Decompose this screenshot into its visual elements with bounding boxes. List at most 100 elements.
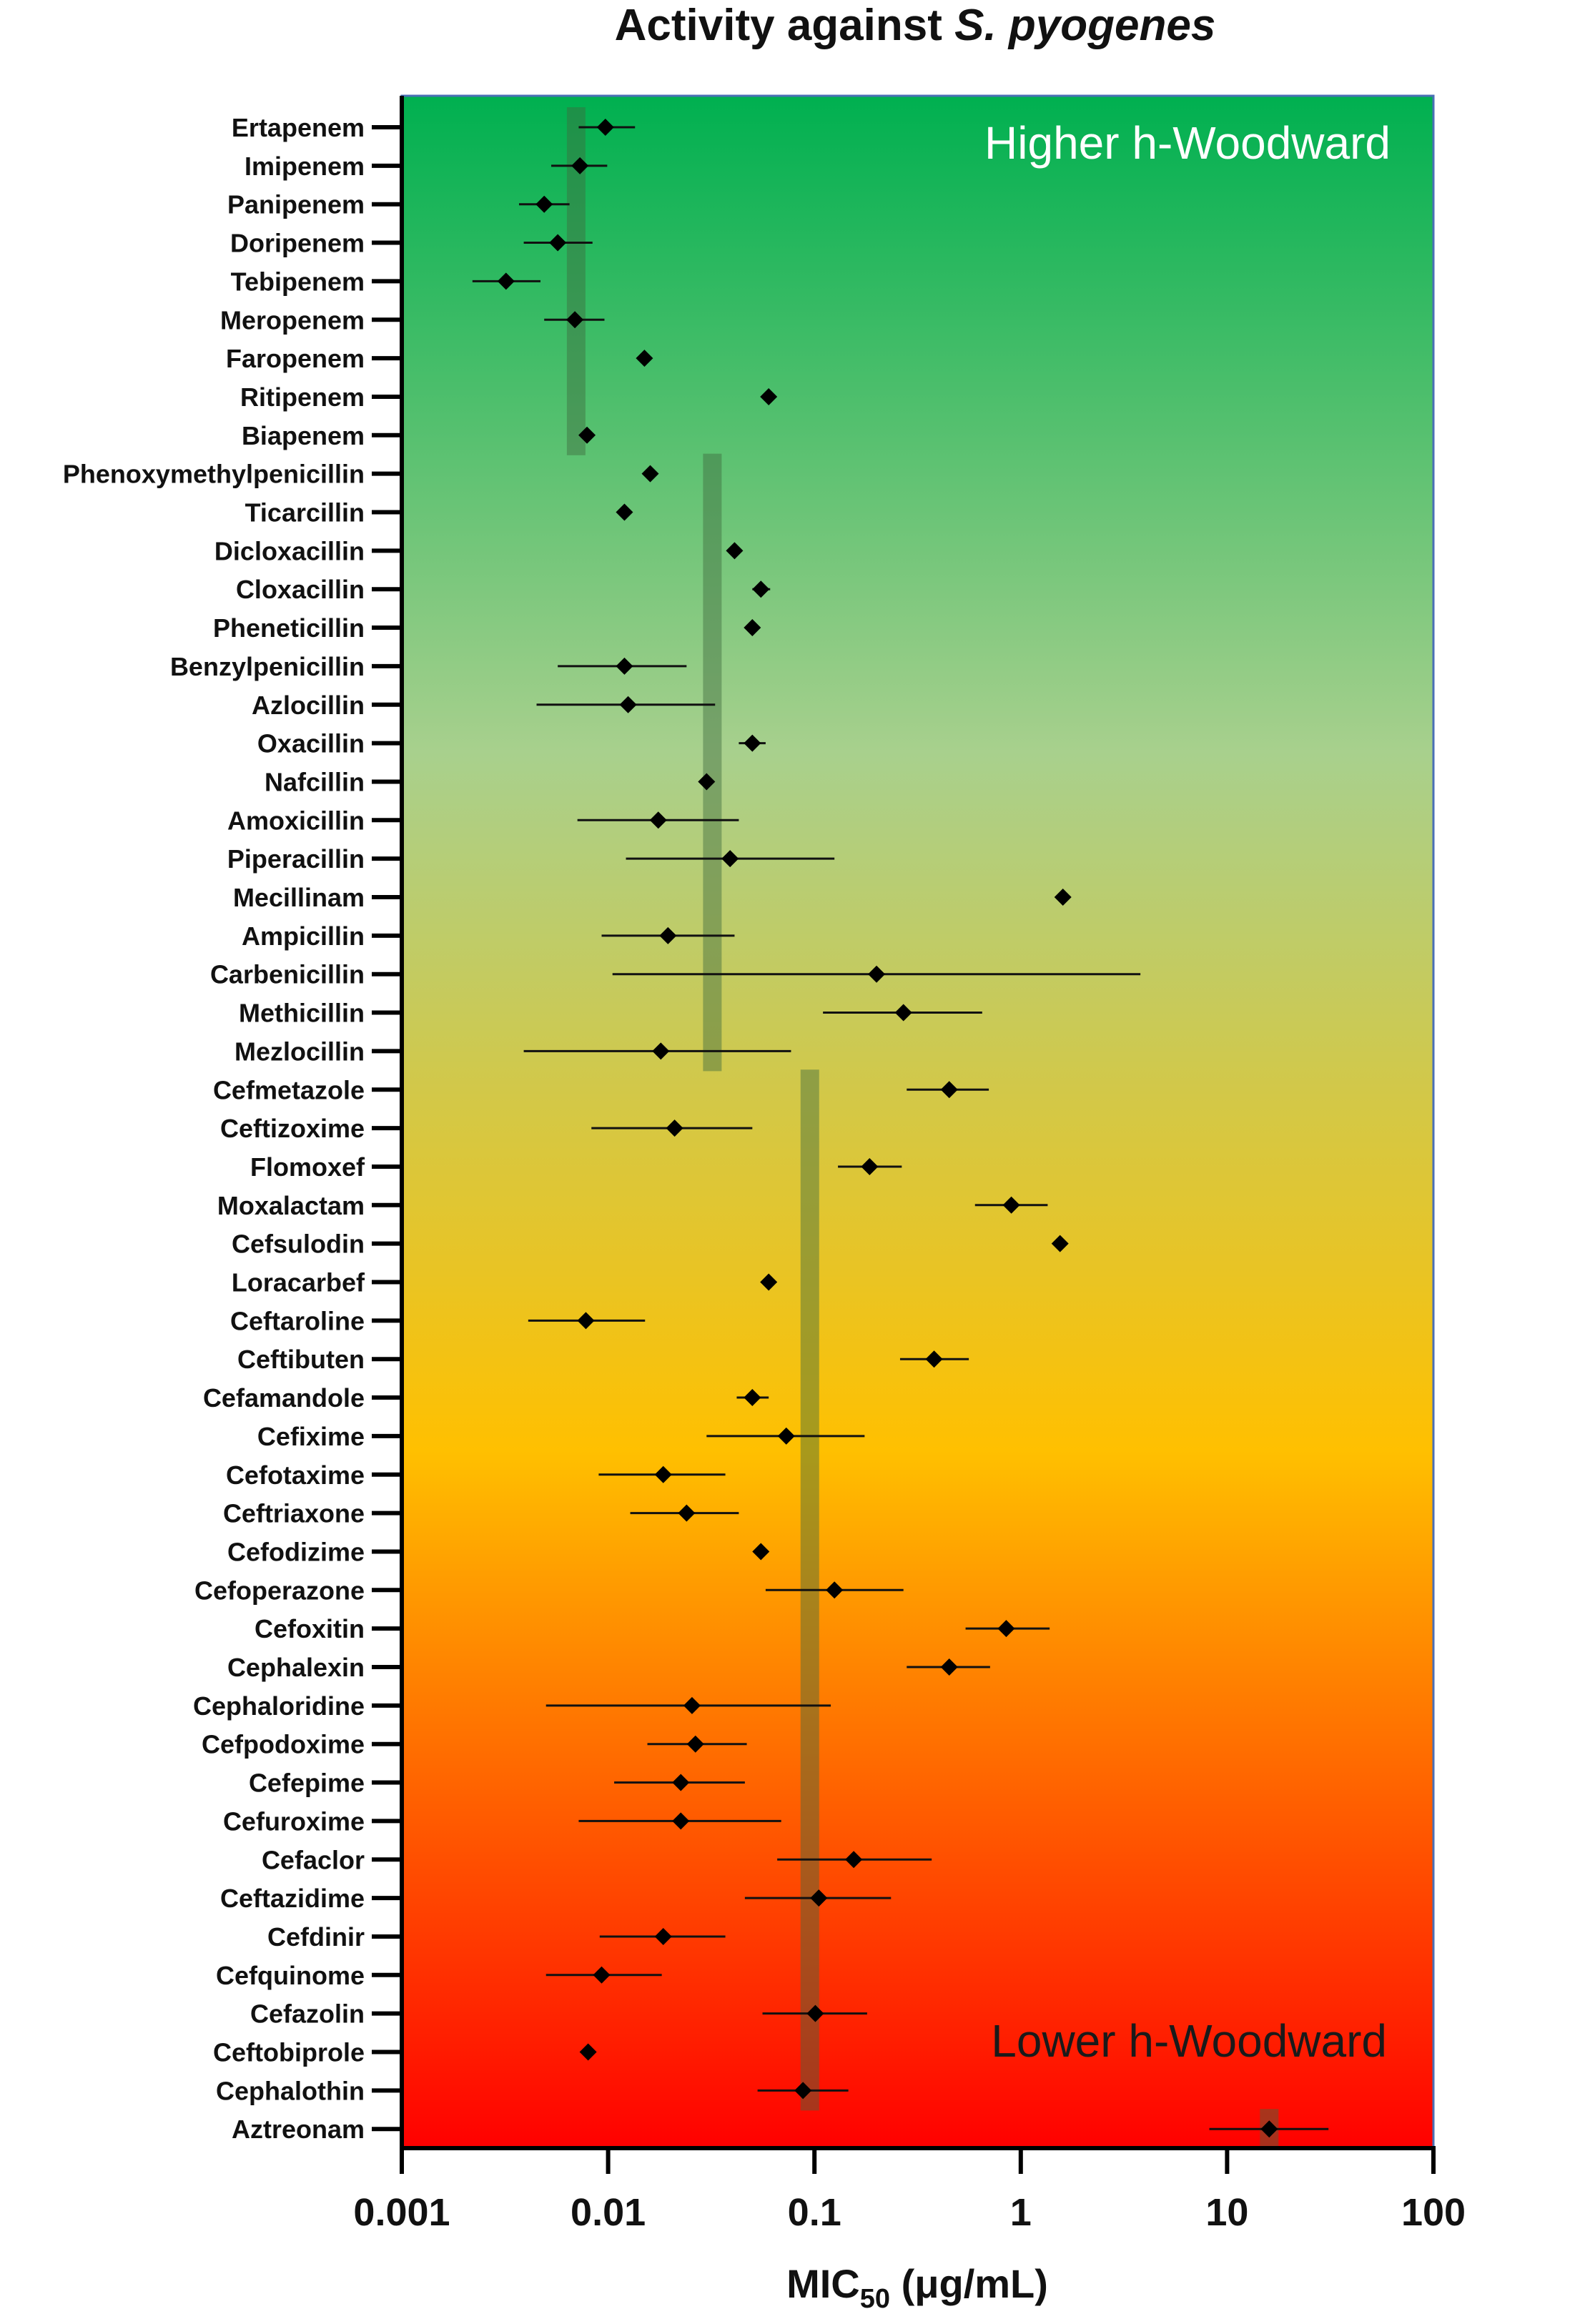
point-moxalactam <box>1002 1196 1020 1214</box>
y-tick-label-cefamandole: Cefamandole <box>203 1383 365 1413</box>
y-tick-label-azlocillin: Azlocillin <box>252 691 365 720</box>
y-tick-label-cefixime: Cefixime <box>257 1422 365 1451</box>
point-cefotaxime <box>654 1465 672 1483</box>
y-tick-label-cefoperazone: Cefoperazone <box>194 1576 365 1605</box>
point-mezlocillin <box>652 1042 670 1060</box>
y-tick-label-aztreonam: Aztreonam <box>232 2115 365 2144</box>
y-tick-label-cefepime: Cefepime <box>249 1769 365 1798</box>
x-axis-label-sub: 50 <box>860 2284 890 2314</box>
y-tick-label-imipenem: Imipenem <box>245 152 365 181</box>
annotation-lower: Lower h-Woodward <box>991 2015 1387 2067</box>
point-ceftaroline <box>577 1312 595 1330</box>
y-tick-label-cephalexin: Cephalexin <box>227 1653 365 1682</box>
group-mean-band-1 <box>703 453 722 1072</box>
y-tick-label-ritipenem: Ritipenem <box>240 382 365 412</box>
y-tick-label-cefotaxime: Cefotaxime <box>226 1460 365 1490</box>
y-tick-label-ceftibuten: Ceftibuten <box>237 1345 365 1374</box>
point-dicloxacillin <box>726 542 744 560</box>
point-mecillinam <box>1054 889 1072 906</box>
y-tick-label-mezlocillin: Mezlocillin <box>234 1037 365 1066</box>
point-pheneticillin <box>744 619 761 637</box>
point-oxacillin <box>744 734 761 752</box>
point-cephalothin <box>794 2082 812 2100</box>
plot-background <box>400 94 1435 2150</box>
point-meropenem <box>566 311 584 329</box>
point-phenoxymethylpenicillin <box>641 465 659 483</box>
x-tick-label-2: 0.1 <box>788 2191 841 2234</box>
x-tick-label-5: 100 <box>1401 2191 1466 2234</box>
y-tick-label-panipenem: Panipenem <box>227 190 365 219</box>
y-tick-label-ertapenem: Ertapenem <box>232 113 365 142</box>
point-cefmetazole <box>940 1081 958 1099</box>
point-ticarcillin <box>616 503 633 521</box>
y-tick-label-carbenicillin: Carbenicillin <box>210 960 365 989</box>
point-flomoxef <box>861 1157 879 1175</box>
x-tick-label-4: 10 <box>1205 2191 1248 2234</box>
y-tick-label-ceftobiprole: Ceftobiprole <box>213 2038 365 2067</box>
category-labels: Ertapenem Imipenem Panipenem Doripenem Tebip… <box>63 113 402 2144</box>
y-tick-label-tebipenem: Tebipenem <box>231 267 365 296</box>
y-tick-label-moxalactam: Moxalactam <box>217 1191 365 1220</box>
point-aztreonam <box>1260 2120 1278 2138</box>
y-tick-label-cefaclor: Cefaclor <box>262 1845 365 1874</box>
x-axis-label-main: MIC <box>786 2261 860 2306</box>
y-tick-label-dicloxacillin: Dicloxacillin <box>214 536 365 565</box>
point-imipenem <box>571 157 589 174</box>
point-ceftazidime <box>810 1889 828 1907</box>
y-tick-label-cefpodoxime: Cefpodoxime <box>202 1730 365 1759</box>
point-ceftriaxone <box>678 1504 696 1522</box>
y-tick-label-benzylpenicillin: Benzylpenicillin <box>170 652 365 681</box>
y-tick-label-ampicillin: Ampicillin <box>242 921 365 951</box>
y-tick-label-cefdinir: Cefdinir <box>267 1922 365 1952</box>
point-loracarbef <box>760 1273 778 1291</box>
point-biapenem <box>578 426 596 444</box>
y-tick-label-ticarcillin: Ticarcillin <box>245 498 365 528</box>
y-tick-label-faropenem: Faropenem <box>226 344 365 373</box>
point-amoxicillin <box>649 811 667 829</box>
y-tick-label-loracarbef: Loracarbef <box>232 1268 365 1297</box>
x-tick-label-1: 0.01 <box>571 2191 646 2234</box>
y-tick-label-cefmetazole: Cefmetazole <box>213 1075 365 1104</box>
point-cloxacillin <box>752 580 770 598</box>
group-mean-band-0 <box>566 107 586 455</box>
y-tick-label-doripenem: Doripenem <box>230 229 365 258</box>
point-cefdinir <box>654 1927 672 1945</box>
point-nafcillin <box>698 773 716 791</box>
point-carbenicillin <box>868 965 886 983</box>
x-tick-label-3: 1 <box>1010 2191 1032 2234</box>
y-tick-label-cefuroxime: Cefuroxime <box>223 1806 365 1836</box>
y-tick-label-ceftazidime: Ceftazidime <box>220 1884 365 1913</box>
y-tick-label-cefquinome: Cefquinome <box>216 1961 365 1990</box>
point-cefoperazone <box>826 1581 844 1599</box>
point-cefuroxime <box>672 1812 690 1830</box>
point-cefixime <box>777 1427 795 1445</box>
point-cefaclor <box>845 1851 863 1869</box>
point-cefpodoxime <box>686 1735 704 1753</box>
y-tick-label-cefoxitin: Cefoxitin <box>255 1614 365 1643</box>
point-ceftizoxime <box>666 1119 683 1137</box>
point-ceftibuten <box>925 1350 943 1368</box>
y-tick-label-cloxacillin: Cloxacillin <box>236 575 365 604</box>
y-tick-label-flomoxef: Flomoxef <box>250 1152 365 1182</box>
y-tick-label-ceftizoxime: Ceftizoxime <box>220 1114 365 1143</box>
point-faropenem <box>636 350 653 367</box>
chart-title: Activity against S. pyogenes <box>615 1 1216 50</box>
point-cefquinome <box>593 1966 611 1984</box>
point-cephalexin <box>940 1658 958 1676</box>
y-tick-label-meropenem: Meropenem <box>220 305 365 335</box>
point-cefoxitin <box>997 1620 1015 1638</box>
data-points <box>497 119 1278 2138</box>
x-axis-ticks: 0.001 0.01 0.1 1 10 100 <box>353 2148 1466 2234</box>
annotation-higher: Higher h-Woodward <box>984 117 1391 169</box>
point-ertapenem <box>596 119 614 136</box>
x-axis-label-unit: (μg/mL) <box>890 2261 1048 2306</box>
x-tick-label-0: 0.001 <box>353 2191 450 2234</box>
y-tick-label-piperacillin: Piperacillin <box>227 844 365 874</box>
point-piperacillin <box>721 850 739 868</box>
y-tick-label-ceftaroline: Ceftaroline <box>230 1306 365 1335</box>
point-methicillin <box>894 1004 912 1022</box>
y-tick-label-phenoxymethylpenicillin: Phenoxymethylpenicillin <box>63 460 365 489</box>
y-tick-label-amoxicillin: Amoxicillin <box>227 806 365 835</box>
point-cefepime <box>672 1774 690 1791</box>
